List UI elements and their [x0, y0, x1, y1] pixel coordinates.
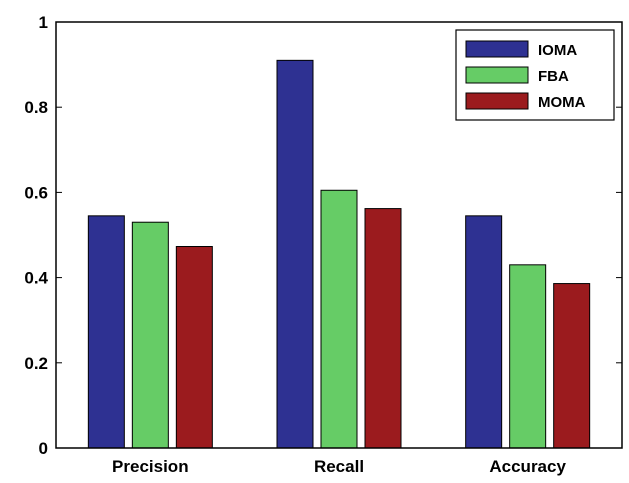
x-tick-label-recall: Recall	[314, 457, 364, 476]
x-axis-labels: Precision Recall Accuracy	[112, 457, 566, 476]
bar-moma-accuracy	[553, 283, 591, 449]
y-tick-label: 0.6	[24, 183, 48, 202]
legend-swatch-fba	[465, 66, 529, 84]
plot-area-frame	[55, 21, 623, 449]
legend-label-moma: MOMA	[538, 94, 586, 111]
bar-fba-precision	[131, 221, 169, 449]
legend-label-ioma: IOMA	[538, 42, 577, 59]
legend: IOMA FBA MOMA	[455, 29, 615, 121]
y-tick-label: 0	[39, 439, 48, 458]
bars-layer	[87, 59, 591, 449]
y-tick-label: 0.8	[24, 98, 48, 117]
bar-moma-precision	[175, 246, 213, 449]
y-axis-ticks: 0 0.2 0.4 0.6 0.8 1	[24, 13, 622, 458]
y-tick-label: 1	[39, 13, 48, 32]
y-tick-label: 0.4	[24, 269, 48, 288]
y-tick-label: 0.2	[24, 354, 48, 373]
bar-moma-recall	[364, 208, 402, 449]
bar-fba-recall	[320, 189, 358, 449]
legend-swatch-moma	[465, 92, 529, 110]
x-tick-label-accuracy: Accuracy	[489, 457, 566, 476]
legend-label-fba: FBA	[538, 68, 569, 85]
legend-swatch-ioma	[465, 40, 529, 58]
bar-ioma-recall	[276, 59, 314, 449]
bar-ioma-accuracy	[465, 215, 503, 449]
x-tick-label-precision: Precision	[112, 457, 189, 476]
bar-fba-accuracy	[509, 264, 547, 449]
bar-ioma-precision	[87, 215, 125, 449]
